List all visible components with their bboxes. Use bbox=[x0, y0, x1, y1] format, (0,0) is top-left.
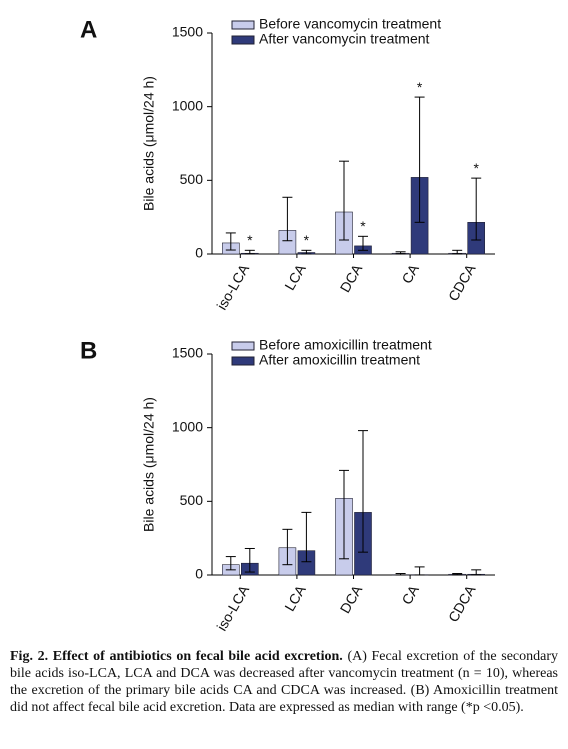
x-tick-label: iso-LCA bbox=[213, 582, 252, 634]
panel-label: A bbox=[80, 16, 97, 43]
y-axis-label: Bile acids (μmol/24 h) bbox=[141, 397, 157, 532]
caption-label: Fig. 2. bbox=[10, 649, 49, 664]
x-tick-label: CDCA bbox=[445, 261, 479, 304]
y-tick-label: 1500 bbox=[172, 24, 203, 40]
legend-label: Before amoxicillin treatment bbox=[259, 337, 432, 353]
significance-star: * bbox=[247, 232, 253, 248]
legend-label: Before vancomycin treatment bbox=[259, 16, 441, 32]
significance-star: * bbox=[417, 79, 423, 95]
y-tick-label: 500 bbox=[180, 492, 204, 508]
y-tick-label: 1500 bbox=[172, 345, 203, 361]
significance-star: * bbox=[360, 218, 366, 234]
x-tick-label: LCA bbox=[281, 582, 309, 614]
y-tick-label: 500 bbox=[180, 171, 204, 187]
legend-swatch bbox=[231, 35, 255, 45]
y-tick-label: 1000 bbox=[172, 97, 203, 113]
panel-label: B bbox=[80, 337, 97, 364]
x-tick-label: CA bbox=[398, 582, 422, 607]
y-tick-label: 0 bbox=[195, 566, 203, 582]
caption-body: (A) Fecal excretion of the secondary bil… bbox=[10, 649, 559, 715]
legend-label: After vancomycin treatment bbox=[259, 31, 430, 47]
x-tick-label: CDCA bbox=[445, 582, 479, 625]
significance-star: * bbox=[304, 232, 310, 248]
y-tick-label: 0 bbox=[195, 245, 203, 261]
x-tick-label: DCA bbox=[337, 261, 366, 295]
y-axis-label: Bile acids (μmol/24 h) bbox=[141, 76, 157, 211]
x-tick-label: DCA bbox=[337, 582, 366, 616]
caption-heading: Effect of antibiotics on fecal bile acid… bbox=[52, 649, 343, 664]
legend-swatch bbox=[231, 341, 255, 351]
legend-swatch bbox=[231, 356, 255, 366]
significance-star: * bbox=[473, 160, 479, 176]
y-tick-label: 1000 bbox=[172, 418, 203, 434]
x-tick-label: LCA bbox=[281, 261, 309, 293]
x-tick-label: CA bbox=[398, 261, 422, 286]
legend-label: After amoxicillin treatment bbox=[259, 352, 420, 368]
figure: A Bile acids (μmol/24 h) 0 500 1000 1500 Befor… bbox=[80, 16, 495, 634]
legend-swatch bbox=[231, 20, 255, 30]
x-tick-label: iso-LCA bbox=[213, 261, 252, 313]
caption: Fig. 2. Effect of antibiotics on fecal b… bbox=[10, 648, 558, 716]
